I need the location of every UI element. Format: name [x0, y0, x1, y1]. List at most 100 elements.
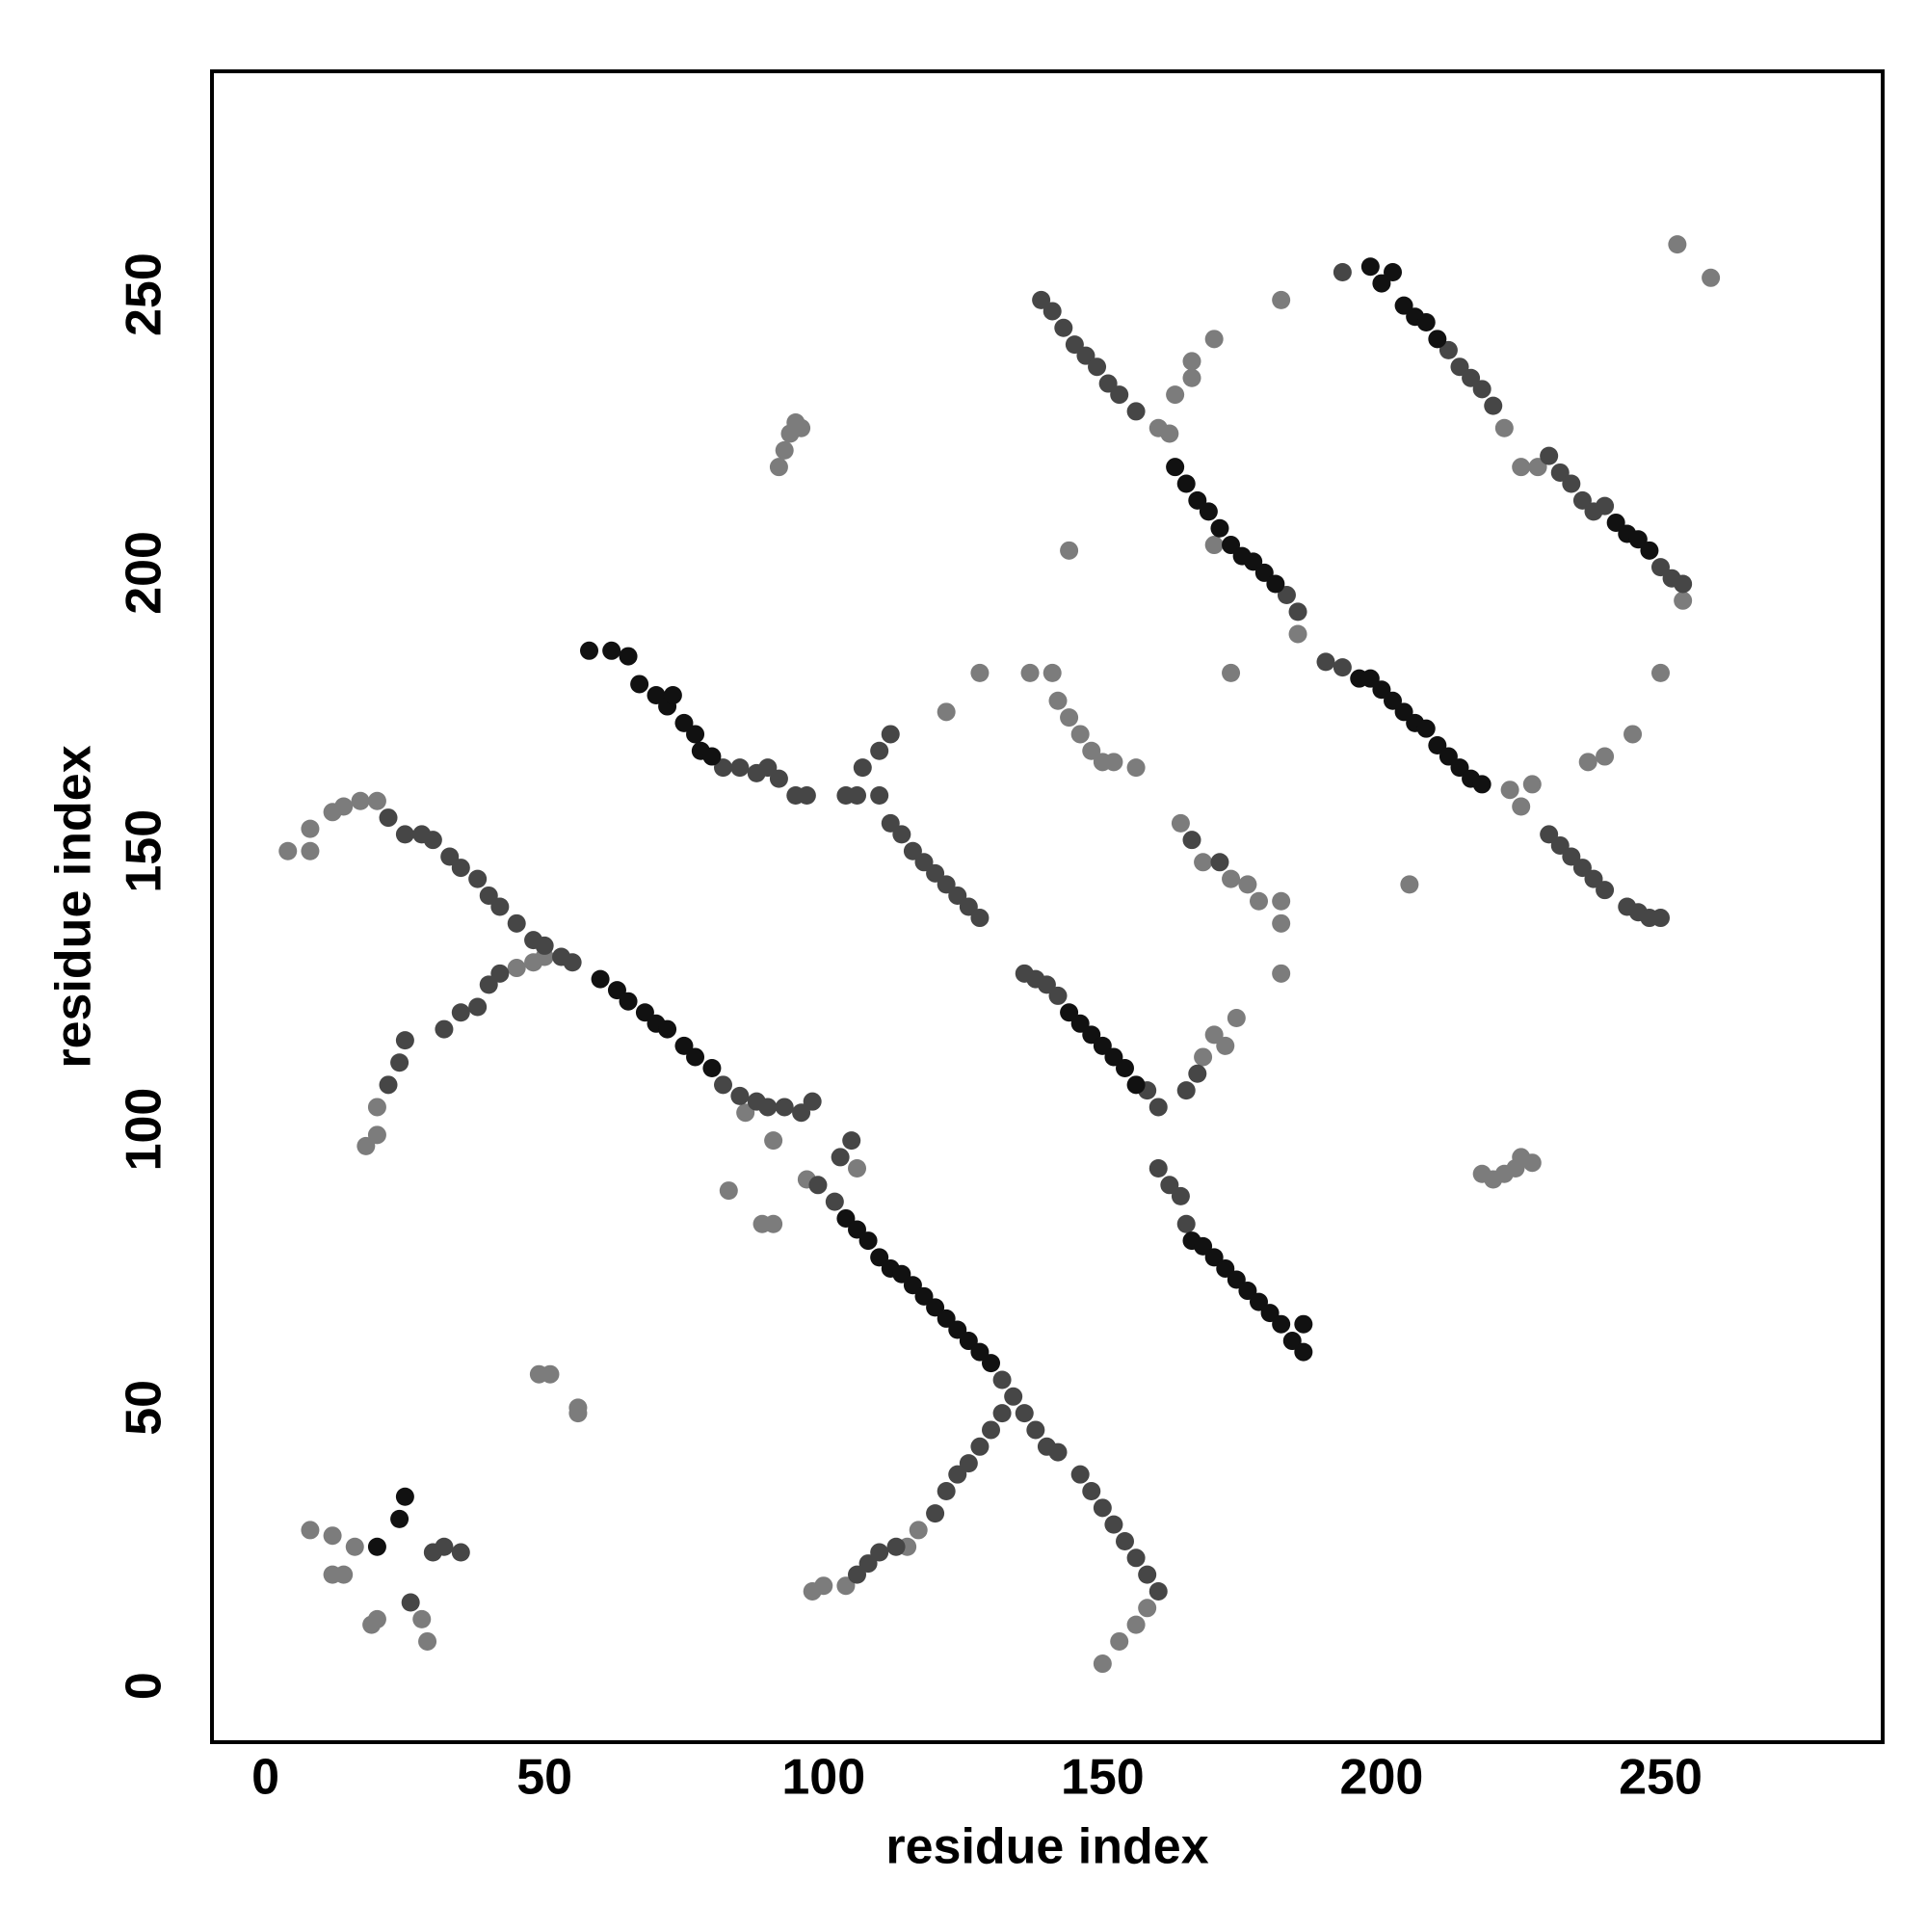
point [367, 1098, 386, 1117]
x-tick-label: 200 [1340, 1750, 1424, 1806]
point [1204, 536, 1224, 555]
point [1628, 530, 1648, 549]
point [1060, 541, 1079, 560]
point [1668, 235, 1687, 254]
point [1216, 1036, 1235, 1055]
point [1623, 725, 1643, 744]
x-axis-title: residue index [885, 1819, 1208, 1875]
y-axis-title: residue index [46, 745, 102, 1068]
point [1015, 1404, 1034, 1423]
point [1702, 268, 1721, 287]
point [1070, 1465, 1090, 1484]
point [848, 1158, 867, 1178]
point [1093, 1498, 1112, 1518]
x-tick-label: 0 [251, 1750, 279, 1806]
y-tick-label: 150 [117, 809, 172, 893]
point [1037, 975, 1056, 994]
point [1288, 602, 1307, 622]
point [619, 647, 638, 666]
point [1032, 290, 1051, 309]
point [1070, 725, 1090, 744]
point [792, 1103, 811, 1123]
point [351, 791, 370, 810]
point [1138, 1565, 1157, 1584]
point [1110, 1631, 1129, 1651]
point [1082, 741, 1101, 760]
point [1166, 385, 1185, 405]
point [959, 1332, 978, 1351]
point [418, 1631, 437, 1651]
y-tick-label: 250 [117, 252, 172, 336]
point [1650, 558, 1670, 577]
point [1110, 385, 1129, 405]
point [1400, 875, 1419, 894]
point [507, 913, 526, 933]
point [301, 819, 320, 838]
point [1182, 831, 1201, 850]
point [1176, 474, 1196, 493]
point [948, 1465, 967, 1484]
point [1294, 1314, 1313, 1334]
y-tick-label: 0 [117, 1672, 172, 1700]
point [1043, 302, 1062, 321]
point [1674, 574, 1693, 594]
point [1272, 964, 1291, 983]
point [970, 1437, 990, 1456]
point [451, 1543, 470, 1562]
points [278, 235, 1721, 1674]
point [1160, 1176, 1179, 1195]
point [345, 1537, 364, 1556]
point [775, 1098, 794, 1117]
point [1266, 574, 1285, 594]
point [1650, 663, 1670, 682]
point [982, 1354, 1001, 1373]
point [1439, 340, 1458, 359]
point [848, 785, 867, 805]
point [1383, 263, 1402, 282]
point [758, 758, 778, 778]
point [490, 897, 510, 916]
point [959, 1454, 978, 1473]
point [1188, 490, 1207, 510]
plot-frame [210, 69, 1885, 1744]
point [886, 1537, 906, 1556]
point [1282, 1332, 1302, 1351]
point [992, 1404, 1012, 1423]
point [1194, 1047, 1213, 1067]
point [1222, 663, 1241, 682]
point [892, 1264, 911, 1284]
point [892, 825, 911, 844]
point [1333, 658, 1352, 677]
point [937, 875, 956, 894]
point [1596, 496, 1615, 516]
point [1004, 1387, 1023, 1406]
point [630, 675, 649, 694]
point [730, 1086, 750, 1105]
point [926, 1504, 945, 1523]
point [1060, 1003, 1079, 1022]
point [1650, 909, 1670, 928]
point [1572, 859, 1592, 878]
point [926, 1298, 945, 1317]
point [468, 869, 488, 888]
point [1512, 458, 1531, 477]
point [1416, 719, 1436, 738]
point [1093, 1036, 1112, 1055]
point [1093, 1654, 1112, 1674]
point [1450, 357, 1469, 377]
point [769, 458, 788, 477]
point [1272, 1314, 1291, 1334]
point [1462, 368, 1481, 387]
point [541, 1364, 560, 1384]
point [1494, 418, 1514, 437]
point [1126, 1548, 1146, 1568]
point [1540, 446, 1559, 465]
point [1098, 374, 1118, 393]
point [568, 1398, 588, 1417]
point [1227, 1009, 1246, 1028]
point [367, 1537, 386, 1556]
point [1043, 663, 1062, 682]
point [1026, 1420, 1045, 1440]
point [1294, 1342, 1313, 1362]
